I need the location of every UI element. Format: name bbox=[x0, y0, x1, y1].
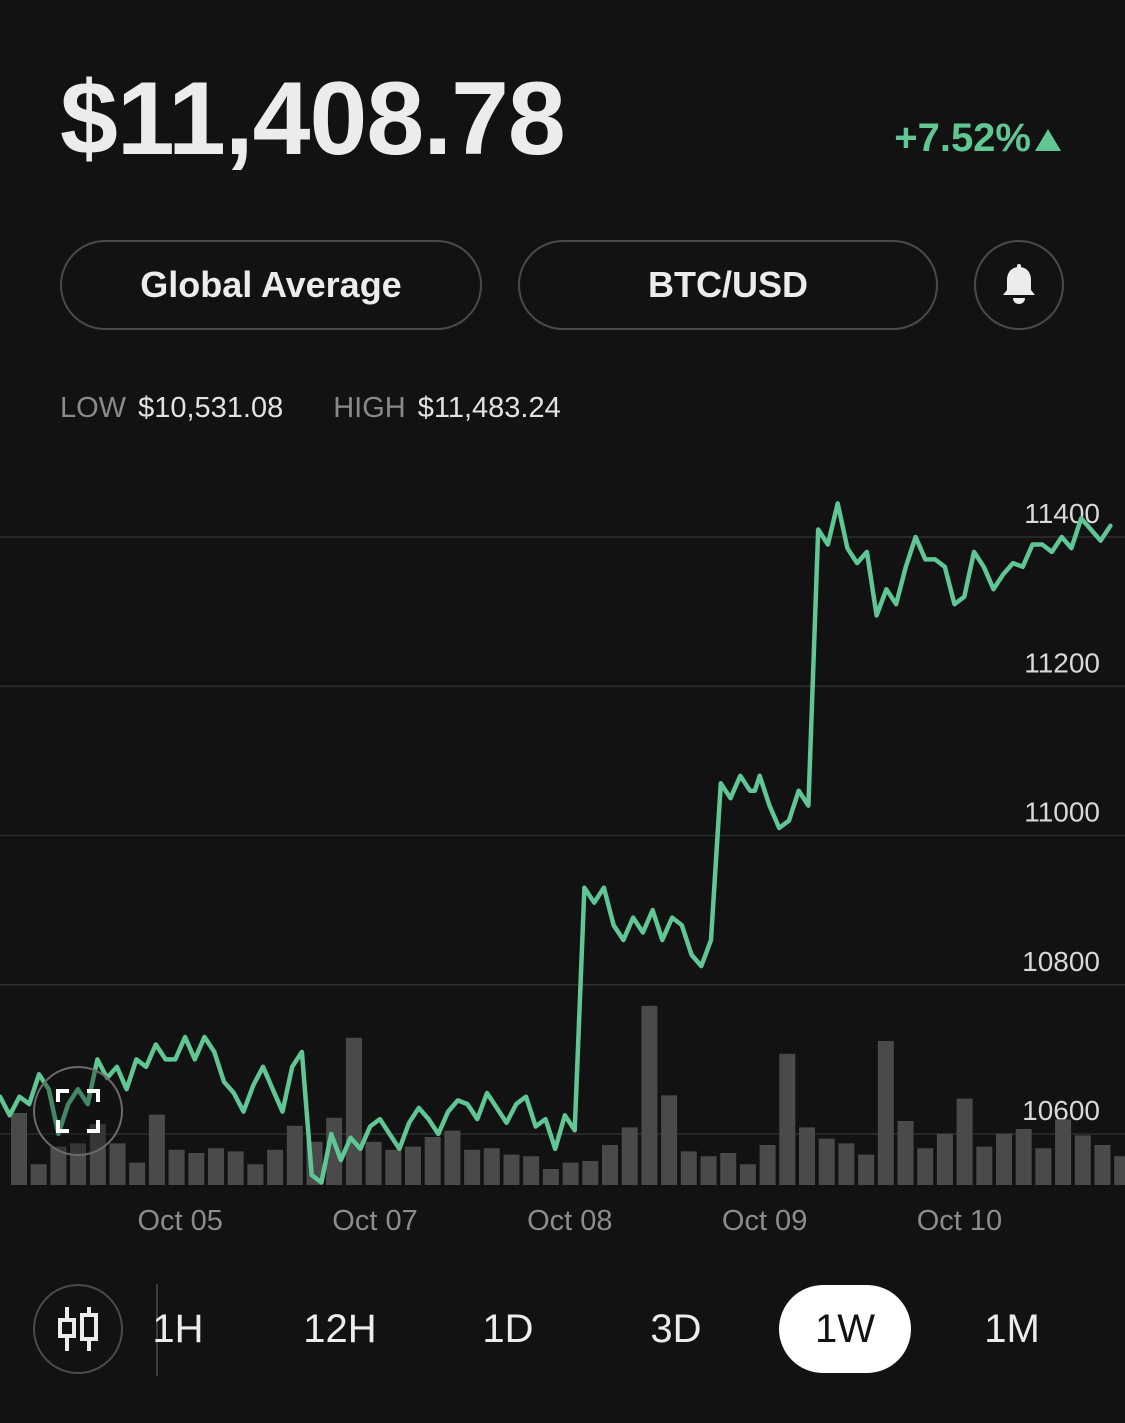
volume-bar bbox=[1074, 1135, 1091, 1185]
source-selector-button[interactable]: Global Average bbox=[60, 240, 482, 330]
up-arrow-icon bbox=[1035, 128, 1061, 151]
volume-bar bbox=[227, 1151, 244, 1185]
volume-bar bbox=[917, 1148, 934, 1185]
volume-bar bbox=[1015, 1129, 1032, 1185]
high-value: $11,483.24 bbox=[417, 392, 561, 424]
price-line bbox=[0, 501, 1113, 1185]
price-range: LOW $10,531.08 HIGH $11,483.24 bbox=[60, 392, 561, 425]
price-alert-button[interactable] bbox=[974, 240, 1064, 330]
volume-bar bbox=[621, 1127, 638, 1185]
volume-bar bbox=[582, 1161, 599, 1185]
x-tick-label: Oct 08 bbox=[527, 1205, 612, 1237]
volume-bar bbox=[267, 1149, 284, 1185]
expand-chart-button[interactable] bbox=[33, 1066, 123, 1156]
timeframe-1d[interactable]: 1D bbox=[482, 1306, 534, 1351]
volume-bar bbox=[1035, 1148, 1052, 1185]
volume-bar bbox=[818, 1138, 835, 1185]
volume-bar bbox=[148, 1114, 165, 1185]
volume-bar bbox=[503, 1154, 520, 1185]
x-tick-label: Oct 07 bbox=[332, 1205, 417, 1237]
volume-bar bbox=[30, 1164, 47, 1185]
volume-bar bbox=[936, 1133, 953, 1185]
volume-bar bbox=[858, 1154, 875, 1185]
volume-bar bbox=[109, 1143, 126, 1185]
volume-bar bbox=[11, 1113, 27, 1185]
volume-bar bbox=[345, 1037, 362, 1185]
price-change-value: +7.52% bbox=[894, 116, 1031, 160]
volume-bar bbox=[799, 1127, 815, 1185]
timeframe-1m[interactable]: 1M bbox=[984, 1306, 1040, 1351]
volume-bar bbox=[365, 1141, 382, 1185]
volume-bar bbox=[542, 1169, 559, 1185]
volume-bar bbox=[838, 1143, 855, 1185]
volume-bar bbox=[956, 1098, 973, 1185]
volume-bar bbox=[779, 1053, 796, 1185]
candlestick-icon bbox=[58, 1307, 98, 1351]
timeframe-1w[interactable]: 1W bbox=[779, 1285, 911, 1373]
volume-bar bbox=[464, 1149, 481, 1185]
x-tick-label: Oct 10 bbox=[917, 1205, 1002, 1237]
volume-bar bbox=[976, 1146, 993, 1185]
y-tick-label: 11000 bbox=[1024, 797, 1100, 828]
volume-bar bbox=[996, 1133, 1012, 1185]
timeframe-3d[interactable]: 3D bbox=[650, 1306, 702, 1351]
current-price: $11,408.78 bbox=[60, 61, 566, 177]
volume-bar bbox=[168, 1149, 185, 1185]
timeframe-divider bbox=[156, 1284, 158, 1376]
volume-bar bbox=[444, 1130, 461, 1185]
volume-bar bbox=[897, 1121, 914, 1185]
low-value: $10,531.08 bbox=[138, 392, 284, 424]
price-change: +7.52% bbox=[894, 116, 1061, 161]
volume-bar bbox=[208, 1148, 224, 1185]
volume-bar bbox=[188, 1153, 205, 1185]
y-tick-label: 11200 bbox=[1024, 647, 1100, 678]
volume-bar bbox=[405, 1146, 421, 1185]
volume-bar bbox=[661, 1095, 678, 1185]
timeframe-bar: 1H 12H 1D 3D 1W 1M bbox=[0, 1284, 1125, 1376]
chart-type-button[interactable] bbox=[33, 1284, 123, 1374]
volume-bar bbox=[680, 1151, 697, 1185]
volume-bar bbox=[720, 1153, 737, 1185]
volume-bar bbox=[1055, 1119, 1072, 1185]
volume-bar bbox=[562, 1162, 579, 1185]
x-tick-label: Oct 05 bbox=[137, 1205, 222, 1237]
volume-bar bbox=[424, 1137, 441, 1185]
volume-bar bbox=[523, 1156, 540, 1185]
bell-icon bbox=[1003, 264, 1035, 304]
volume-bar bbox=[247, 1164, 264, 1185]
volume-bar bbox=[286, 1125, 303, 1185]
x-tick-label: Oct 09 bbox=[722, 1205, 807, 1237]
high-label: HIGH bbox=[333, 392, 406, 424]
volume-bar bbox=[759, 1145, 776, 1185]
expand-icon bbox=[56, 1089, 100, 1133]
volume-bar bbox=[1094, 1145, 1111, 1185]
volume-bar bbox=[739, 1164, 756, 1185]
volume-bar bbox=[602, 1145, 618, 1185]
volume-bar bbox=[877, 1041, 894, 1185]
timeframe-1h[interactable]: 1H bbox=[152, 1306, 204, 1351]
volume-bar bbox=[1114, 1156, 1125, 1185]
volume-bar bbox=[700, 1156, 717, 1185]
pair-selector-button[interactable]: BTC/USD bbox=[518, 240, 938, 330]
timeframe-12h[interactable]: 12H bbox=[303, 1306, 377, 1351]
volume-bar bbox=[385, 1149, 402, 1185]
y-tick-label: 10800 bbox=[1022, 946, 1100, 977]
volume-bar bbox=[129, 1162, 146, 1185]
volume-bar bbox=[50, 1146, 67, 1185]
volume-bar bbox=[641, 1005, 658, 1185]
low-label: LOW bbox=[60, 392, 127, 424]
volume-bar bbox=[483, 1148, 500, 1185]
